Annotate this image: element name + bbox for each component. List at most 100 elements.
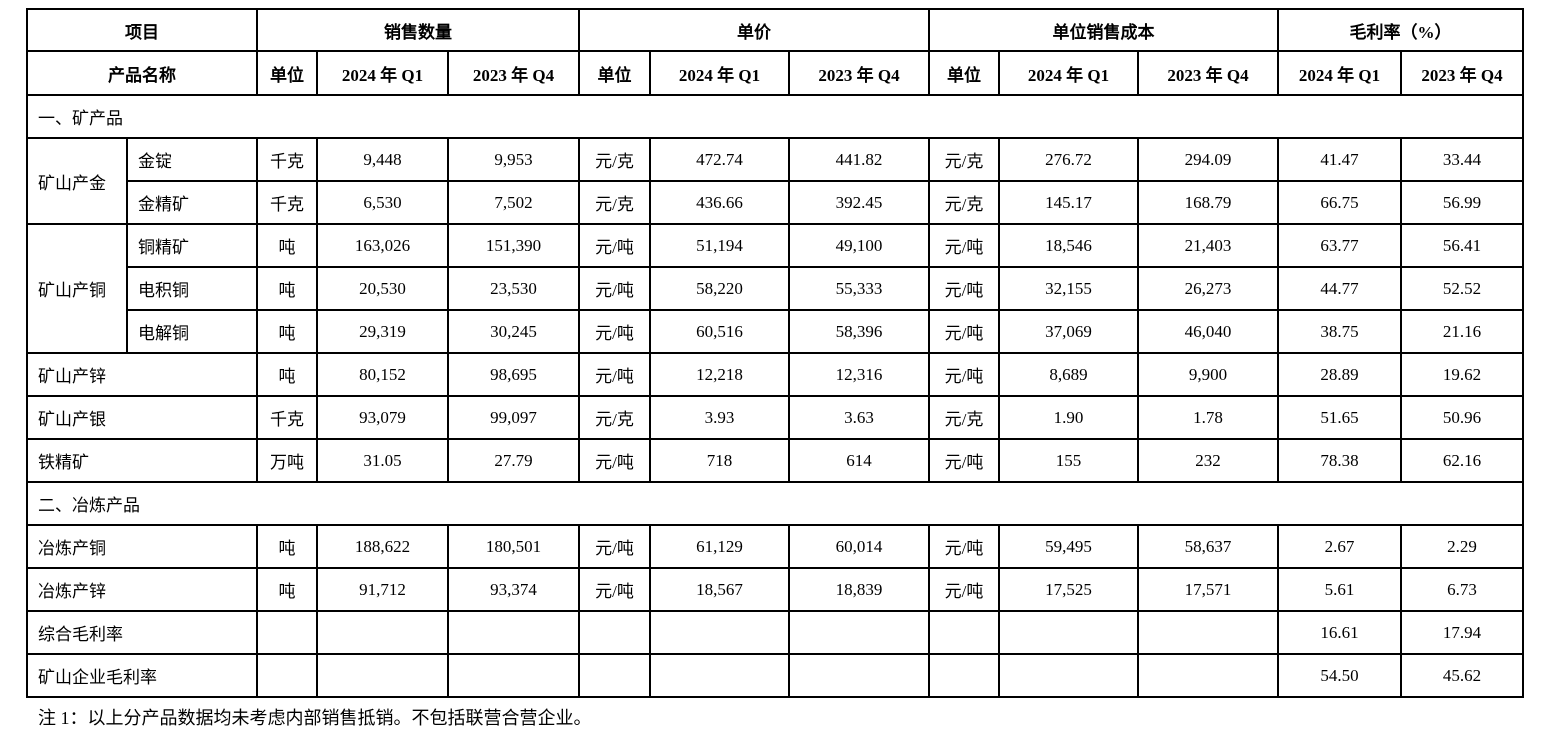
cost-2023q4: 232 <box>1137 438 1280 483</box>
cost-2023q4: 294.09 <box>1137 137 1280 182</box>
section-label: 一、矿产品 <box>25 94 1525 139</box>
header-gross-margin: 毛利率（%） <box>1277 8 1525 52</box>
sales-unit <box>256 610 318 655</box>
margin-2023q4: 45.62 <box>1400 653 1525 698</box>
cost-2024q1: 8,689 <box>998 352 1140 397</box>
sales-qty-2023q4 <box>446 610 581 655</box>
price-unit <box>578 610 652 655</box>
sales-unit <box>256 653 318 698</box>
cost-unit: 元/吨 <box>928 266 1001 311</box>
sales-qty-2023q4 <box>446 653 581 698</box>
margin-2024q1: 63.77 <box>1277 223 1403 268</box>
table-row: 矿山产铜 铜精矿吨 163,026 151,390 元/吨 51,194 49,100 元/吨… <box>26 223 1525 354</box>
cost-2024q1: 37,069 <box>998 309 1140 354</box>
sales-qty-2024q1: 29,319 <box>316 309 449 354</box>
margin-2023q4: 19.62 <box>1400 352 1525 397</box>
cost-unit: 元/吨 <box>928 223 1001 268</box>
section-row: 二、冶炼产品 <box>25 481 1525 526</box>
header-product-name: 产品名称 <box>26 50 258 96</box>
table-row: 冶炼产铜吨 188,622 180,501 元/吨 61,129 60,014 元/吨 59,… <box>26 524 1525 569</box>
sales-unit: 吨 <box>256 524 318 569</box>
cost-unit: 元/吨 <box>928 524 1001 569</box>
margin-2024q1: 28.89 <box>1277 352 1403 397</box>
price-2023q4: 58,396 <box>788 309 931 354</box>
sales-unit: 吨 <box>256 266 318 311</box>
price-2024q1: 436.66 <box>649 180 791 225</box>
sales-unit: 吨 <box>256 309 318 354</box>
margin-2023q4: 56.99 <box>1400 180 1525 225</box>
header-unit: 单位 <box>256 50 318 96</box>
sales-qty-2024q1: 80,152 <box>316 352 449 397</box>
table-body: 一、矿产品 矿山产金 金锭 千克 9,448 9,953 元/克 472.74 441.82 元/… <box>25 94 1525 698</box>
price-2024q1: 472.74 <box>649 137 791 182</box>
sales-qty-2023q4: 30,245 <box>446 309 581 354</box>
product-name: 矿山企业毛利率 <box>26 653 258 698</box>
sales-qty-2024q1: 6,530 <box>316 180 449 225</box>
price-unit: 元/吨 <box>578 223 652 268</box>
table-row: 金精矿 千克 6,530 7,502 元/克 436.66 392.45 元/克 145.17 1… <box>27 180 1525 225</box>
price-unit: 元/吨 <box>578 266 652 311</box>
margin-2023q4: 17.94 <box>1400 610 1525 655</box>
product-name: 铁精矿 <box>26 438 258 483</box>
sales-qty-2024q1: 188,622 <box>316 524 449 569</box>
product-name: 冶炼产铜 <box>26 524 258 569</box>
table-row: 铁精矿 万吨 31.05 27.79 元/吨 718 614 元/吨 155 232 78.38 62… <box>26 438 1525 483</box>
cost-2023q4: 9,900 <box>1137 352 1280 397</box>
sales-unit: 吨 <box>256 223 318 268</box>
margin-2024q1: 44.77 <box>1277 266 1403 311</box>
header-period: 2024 年 Q1 <box>316 50 449 96</box>
sales-unit: 万吨 <box>256 438 318 483</box>
product-name: 综合毛利率 <box>26 610 258 655</box>
price-2024q1: 60,516 <box>649 309 791 354</box>
margin-2024q1: 2.67 <box>1277 524 1403 569</box>
margin-2023q4: 33.44 <box>1400 137 1525 182</box>
margin-2023q4: 2.29 <box>1400 524 1525 569</box>
table-row: 冶炼产锌吨 91,712 93,374 元/吨 18,567 18,839 元/吨 17,52… <box>26 567 1525 612</box>
cost-2024q1: 145.17 <box>998 180 1140 225</box>
cost-2023q4 <box>1137 653 1280 698</box>
sales-qty-2023q4: 7,502 <box>446 180 581 225</box>
margin-2024q1: 38.75 <box>1277 309 1403 354</box>
header-period: 2024 年 Q1 <box>998 50 1140 96</box>
sales-unit: 千克 <box>256 395 318 440</box>
price-unit: 元/克 <box>578 395 652 440</box>
product-sales-table: 项目 销售数量 单价 单位销售成本 毛利率（%） 产品名称 单位 2024 年 … <box>25 8 1525 698</box>
cost-2023q4: 21,403 <box>1137 223 1280 268</box>
price-unit: 元/吨 <box>578 309 652 354</box>
sales-unit: 千克 <box>256 180 318 225</box>
sales-qty-2023q4: 27.79 <box>446 438 581 483</box>
price-unit: 元/吨 <box>578 524 652 569</box>
cost-2024q1: 155 <box>998 438 1140 483</box>
header-period: 2023 年 Q4 <box>788 50 931 96</box>
table-row: 矿山企业毛利率 54.50 45.62 <box>26 653 1525 698</box>
margin-2023q4: 52.52 <box>1400 266 1525 311</box>
cost-2023q4: 168.79 <box>1137 180 1280 225</box>
product-name: 矿山产银 <box>26 395 258 440</box>
cost-unit: 元/吨 <box>928 567 1001 612</box>
sales-qty-2023q4: 98,695 <box>446 352 581 397</box>
sales-qty-2024q1: 93,079 <box>316 395 449 440</box>
table-row: 电积铜吨 20,530 23,530 元/吨 58,220 55,333 元/吨 32,155… <box>27 266 1525 311</box>
header-item: 项目 <box>26 8 258 52</box>
price-2024q1: 51,194 <box>649 223 791 268</box>
cost-2023q4: 58,637 <box>1137 524 1280 569</box>
section-row: 一、矿产品 <box>25 94 1525 139</box>
price-2023q4: 12,316 <box>788 352 931 397</box>
header-unit: 单位 <box>578 50 652 96</box>
product-name: 电积铜 <box>126 266 258 311</box>
margin-2023q4: 62.16 <box>1400 438 1525 483</box>
header-unit: 单位 <box>928 50 1001 96</box>
margin-2023q4: 6.73 <box>1400 567 1525 612</box>
product-name: 冶炼产锌 <box>26 567 258 612</box>
header-unit-cost: 单位销售成本 <box>928 8 1280 52</box>
margin-2024q1: 41.47 <box>1277 137 1403 182</box>
margin-2023q4: 56.41 <box>1400 223 1525 268</box>
price-2024q1: 12,218 <box>649 352 791 397</box>
price-2023q4: 441.82 <box>788 137 931 182</box>
header-period: 2023 年 Q4 <box>1137 50 1280 96</box>
header-period: 2024 年 Q1 <box>649 50 791 96</box>
cost-2023q4: 17,571 <box>1137 567 1280 612</box>
header-sales-volume: 销售数量 <box>255 8 581 52</box>
header-period: 2023 年 Q4 <box>446 50 581 96</box>
cost-unit: 元/吨 <box>928 309 1001 354</box>
